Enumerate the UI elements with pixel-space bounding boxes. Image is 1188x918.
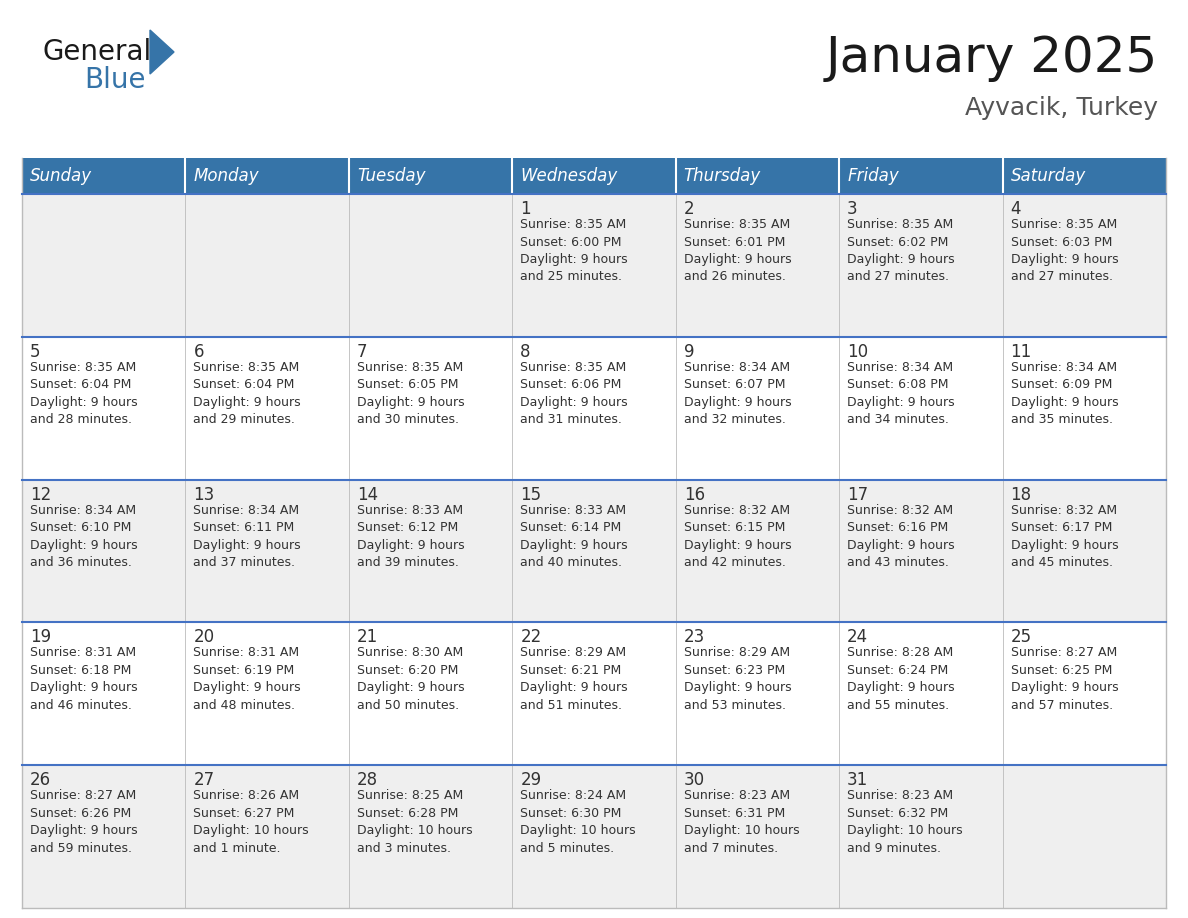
Text: Ayvacik, Turkey: Ayvacik, Turkey [965,96,1158,120]
Text: Sunrise: 8:35 AM
Sunset: 6:06 PM
Daylight: 9 hours
and 31 minutes.: Sunrise: 8:35 AM Sunset: 6:06 PM Dayligh… [520,361,628,426]
Text: 16: 16 [684,486,704,504]
Text: 15: 15 [520,486,542,504]
Text: 6: 6 [194,342,204,361]
Text: January 2025: January 2025 [826,34,1158,82]
Text: Sunrise: 8:35 AM
Sunset: 6:05 PM
Daylight: 9 hours
and 30 minutes.: Sunrise: 8:35 AM Sunset: 6:05 PM Dayligh… [356,361,465,426]
Text: Sunrise: 8:26 AM
Sunset: 6:27 PM
Daylight: 10 hours
and 1 minute.: Sunrise: 8:26 AM Sunset: 6:27 PM Dayligh… [194,789,309,855]
Text: Sunrise: 8:34 AM
Sunset: 6:07 PM
Daylight: 9 hours
and 32 minutes.: Sunrise: 8:34 AM Sunset: 6:07 PM Dayligh… [684,361,791,426]
Bar [185,158,349,194]
Text: 30: 30 [684,771,704,789]
Text: Sunrise: 8:35 AM
Sunset: 6:04 PM
Daylight: 9 hours
and 29 minutes.: Sunrise: 8:35 AM Sunset: 6:04 PM Dayligh… [194,361,301,426]
Text: 25: 25 [1011,629,1031,646]
Bar [23,622,1165,766]
Bar [676,158,839,194]
Text: Tuesday: Tuesday [356,167,425,185]
Text: 20: 20 [194,629,215,646]
Text: Saturday: Saturday [1011,167,1086,185]
Text: Sunrise: 8:35 AM
Sunset: 6:04 PM
Daylight: 9 hours
and 28 minutes.: Sunrise: 8:35 AM Sunset: 6:04 PM Dayligh… [30,361,138,426]
Text: Sunrise: 8:32 AM
Sunset: 6:15 PM
Daylight: 9 hours
and 42 minutes.: Sunrise: 8:32 AM Sunset: 6:15 PM Dayligh… [684,504,791,569]
Bar [23,194,1165,337]
Text: Sunrise: 8:35 AM
Sunset: 6:03 PM
Daylight: 9 hours
and 27 minutes.: Sunrise: 8:35 AM Sunset: 6:03 PM Dayligh… [1011,218,1118,284]
Text: Wednesday: Wednesday [520,167,618,185]
Text: 13: 13 [194,486,215,504]
Text: 1: 1 [520,200,531,218]
Bar [839,158,1003,194]
Text: 14: 14 [356,486,378,504]
Text: Sunrise: 8:23 AM
Sunset: 6:31 PM
Daylight: 10 hours
and 7 minutes.: Sunrise: 8:23 AM Sunset: 6:31 PM Dayligh… [684,789,800,855]
Text: Sunrise: 8:27 AM
Sunset: 6:26 PM
Daylight: 9 hours
and 59 minutes.: Sunrise: 8:27 AM Sunset: 6:26 PM Dayligh… [30,789,138,855]
Bar [23,766,1165,908]
Bar [23,479,1165,622]
Text: 7: 7 [356,342,367,361]
Text: 19: 19 [30,629,51,646]
Text: Sunrise: 8:33 AM
Sunset: 6:12 PM
Daylight: 9 hours
and 39 minutes.: Sunrise: 8:33 AM Sunset: 6:12 PM Dayligh… [356,504,465,569]
Text: 21: 21 [356,629,378,646]
Text: 24: 24 [847,629,868,646]
Text: 11: 11 [1011,342,1032,361]
Text: 28: 28 [356,771,378,789]
Text: Sunrise: 8:33 AM
Sunset: 6:14 PM
Daylight: 9 hours
and 40 minutes.: Sunrise: 8:33 AM Sunset: 6:14 PM Dayligh… [520,504,628,569]
Text: Sunrise: 8:34 AM
Sunset: 6:11 PM
Daylight: 9 hours
and 37 minutes.: Sunrise: 8:34 AM Sunset: 6:11 PM Dayligh… [194,504,301,569]
Text: Sunrise: 8:34 AM
Sunset: 6:10 PM
Daylight: 9 hours
and 36 minutes.: Sunrise: 8:34 AM Sunset: 6:10 PM Dayligh… [30,504,138,569]
Text: Sunrise: 8:28 AM
Sunset: 6:24 PM
Daylight: 9 hours
and 55 minutes.: Sunrise: 8:28 AM Sunset: 6:24 PM Dayligh… [847,646,955,711]
Bar [1003,158,1165,194]
Text: General: General [42,38,151,66]
Text: Sunrise: 8:25 AM
Sunset: 6:28 PM
Daylight: 10 hours
and 3 minutes.: Sunrise: 8:25 AM Sunset: 6:28 PM Dayligh… [356,789,473,855]
Text: Sunrise: 8:30 AM
Sunset: 6:20 PM
Daylight: 9 hours
and 50 minutes.: Sunrise: 8:30 AM Sunset: 6:20 PM Dayligh… [356,646,465,711]
Text: Monday: Monday [194,167,259,185]
Text: Sunrise: 8:32 AM
Sunset: 6:17 PM
Daylight: 9 hours
and 45 minutes.: Sunrise: 8:32 AM Sunset: 6:17 PM Dayligh… [1011,504,1118,569]
Text: Sunrise: 8:35 AM
Sunset: 6:02 PM
Daylight: 9 hours
and 27 minutes.: Sunrise: 8:35 AM Sunset: 6:02 PM Dayligh… [847,218,955,284]
Text: 17: 17 [847,486,868,504]
Text: 10: 10 [847,342,868,361]
Text: 2: 2 [684,200,694,218]
Text: Sunrise: 8:31 AM
Sunset: 6:18 PM
Daylight: 9 hours
and 46 minutes.: Sunrise: 8:31 AM Sunset: 6:18 PM Dayligh… [30,646,138,711]
Text: Sunrise: 8:27 AM
Sunset: 6:25 PM
Daylight: 9 hours
and 57 minutes.: Sunrise: 8:27 AM Sunset: 6:25 PM Dayligh… [1011,646,1118,711]
Text: 23: 23 [684,629,704,646]
Text: Sunrise: 8:32 AM
Sunset: 6:16 PM
Daylight: 9 hours
and 43 minutes.: Sunrise: 8:32 AM Sunset: 6:16 PM Dayligh… [847,504,955,569]
Text: Sunrise: 8:29 AM
Sunset: 6:21 PM
Daylight: 9 hours
and 51 minutes.: Sunrise: 8:29 AM Sunset: 6:21 PM Dayligh… [520,646,628,711]
Text: 29: 29 [520,771,542,789]
Text: 3: 3 [847,200,858,218]
Text: 12: 12 [30,486,51,504]
Text: 8: 8 [520,342,531,361]
Text: Sunrise: 8:29 AM
Sunset: 6:23 PM
Daylight: 9 hours
and 53 minutes.: Sunrise: 8:29 AM Sunset: 6:23 PM Dayligh… [684,646,791,711]
Text: Sunrise: 8:24 AM
Sunset: 6:30 PM
Daylight: 10 hours
and 5 minutes.: Sunrise: 8:24 AM Sunset: 6:30 PM Dayligh… [520,789,636,855]
Bar [349,158,512,194]
Text: 22: 22 [520,629,542,646]
Text: Sunrise: 8:34 AM
Sunset: 6:08 PM
Daylight: 9 hours
and 34 minutes.: Sunrise: 8:34 AM Sunset: 6:08 PM Dayligh… [847,361,955,426]
Text: 5: 5 [30,342,40,361]
Text: Friday: Friday [847,167,899,185]
Bar [23,158,185,194]
Polygon shape [150,30,173,74]
Text: Sunrise: 8:31 AM
Sunset: 6:19 PM
Daylight: 9 hours
and 48 minutes.: Sunrise: 8:31 AM Sunset: 6:19 PM Dayligh… [194,646,301,711]
Text: Sunrise: 8:35 AM
Sunset: 6:00 PM
Daylight: 9 hours
and 25 minutes.: Sunrise: 8:35 AM Sunset: 6:00 PM Dayligh… [520,218,628,284]
Text: 27: 27 [194,771,215,789]
Text: Sunrise: 8:23 AM
Sunset: 6:32 PM
Daylight: 10 hours
and 9 minutes.: Sunrise: 8:23 AM Sunset: 6:32 PM Dayligh… [847,789,962,855]
Text: 18: 18 [1011,486,1031,504]
Text: 31: 31 [847,771,868,789]
Bar [512,158,676,194]
Bar [23,337,1165,479]
Text: Sunrise: 8:35 AM
Sunset: 6:01 PM
Daylight: 9 hours
and 26 minutes.: Sunrise: 8:35 AM Sunset: 6:01 PM Dayligh… [684,218,791,284]
Text: Thursday: Thursday [684,167,762,185]
Text: 26: 26 [30,771,51,789]
Text: Blue: Blue [84,66,145,94]
Text: 9: 9 [684,342,694,361]
Text: 4: 4 [1011,200,1020,218]
Text: Sunrise: 8:34 AM
Sunset: 6:09 PM
Daylight: 9 hours
and 35 minutes.: Sunrise: 8:34 AM Sunset: 6:09 PM Dayligh… [1011,361,1118,426]
Text: Sunday: Sunday [30,167,93,185]
